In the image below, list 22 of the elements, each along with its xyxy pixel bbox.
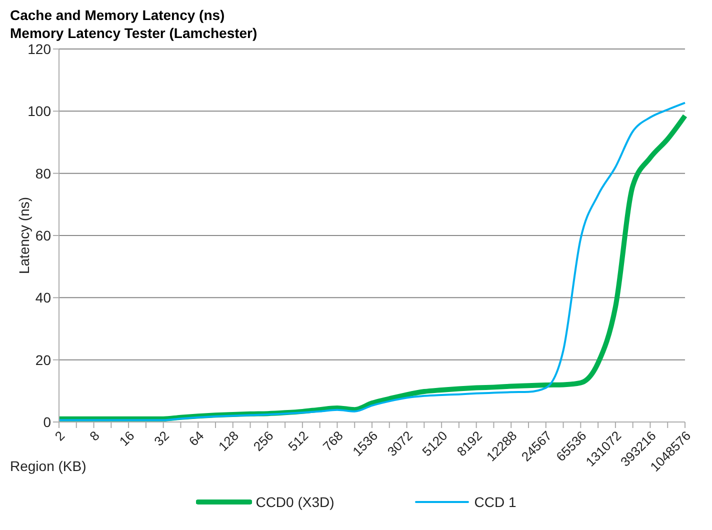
y-tick-label: 20 (35, 352, 52, 368)
y-tick-label: 80 (35, 165, 52, 182)
x-tick-label: 2 (52, 428, 68, 444)
y-tick-label: 60 (35, 227, 52, 244)
x-tick-label: 256 (250, 428, 276, 454)
x-tick-label: 8 (86, 428, 102, 444)
x-tick-label: 32 (151, 428, 172, 449)
x-tick-label: 64 (186, 428, 207, 449)
y-tick-label: 0 (43, 414, 52, 430)
x-tick-label: 512 (285, 428, 312, 454)
y-axis-title: Latency (ns) (16, 196, 32, 274)
y-tick-label: 40 (35, 290, 52, 306)
x-axis-title: Region (KB) (10, 458, 86, 474)
chart-title: Cache and Memory Latency (ns) (10, 6, 226, 24)
y-tick-label: 120 (28, 40, 52, 57)
chart-subtitle: Memory Latency Tester (Lamchester) (10, 24, 258, 42)
x-tick-label: 128 (216, 428, 242, 454)
legend-label: CCD0 (X3D) (256, 494, 334, 510)
y-tick-label: 100 (28, 103, 52, 120)
x-tick-label: 768 (320, 428, 346, 454)
legend-label: CCD 1 (474, 494, 516, 510)
x-tick-label: 16 (116, 428, 138, 449)
